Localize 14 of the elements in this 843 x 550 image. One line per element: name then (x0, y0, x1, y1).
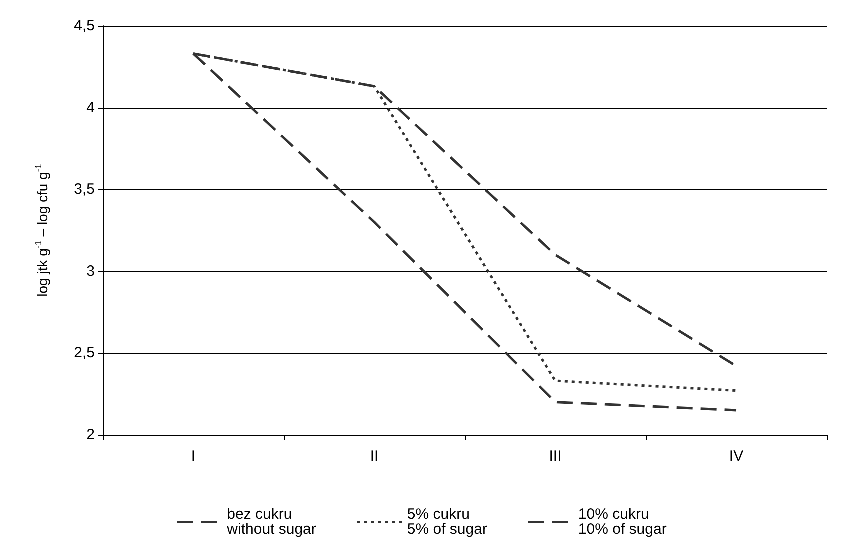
y-tick-label: 3 (86, 262, 95, 280)
y-tick-label: 4 (86, 99, 95, 116)
legend-label: 5% cukru 5% of sugar (407, 506, 488, 538)
y-tick-label: 4,5 (74, 18, 95, 34)
y-tick-label: 3,5 (74, 181, 95, 198)
legend-label: bez cukru without sugar (226, 506, 316, 538)
x-tick-label: II (370, 448, 379, 465)
y-tick-label: 2 (86, 426, 95, 444)
legend-label: 10% cukru 10% of sugar (578, 506, 667, 538)
y-tick-label: 2,5 (74, 344, 95, 362)
x-tick-label: III (549, 448, 562, 465)
x-tick-label: I (191, 448, 196, 465)
y-axis-title: log jtk g-1 – log cfu g-1 (34, 164, 50, 297)
x-tick-label: IV (729, 448, 744, 465)
